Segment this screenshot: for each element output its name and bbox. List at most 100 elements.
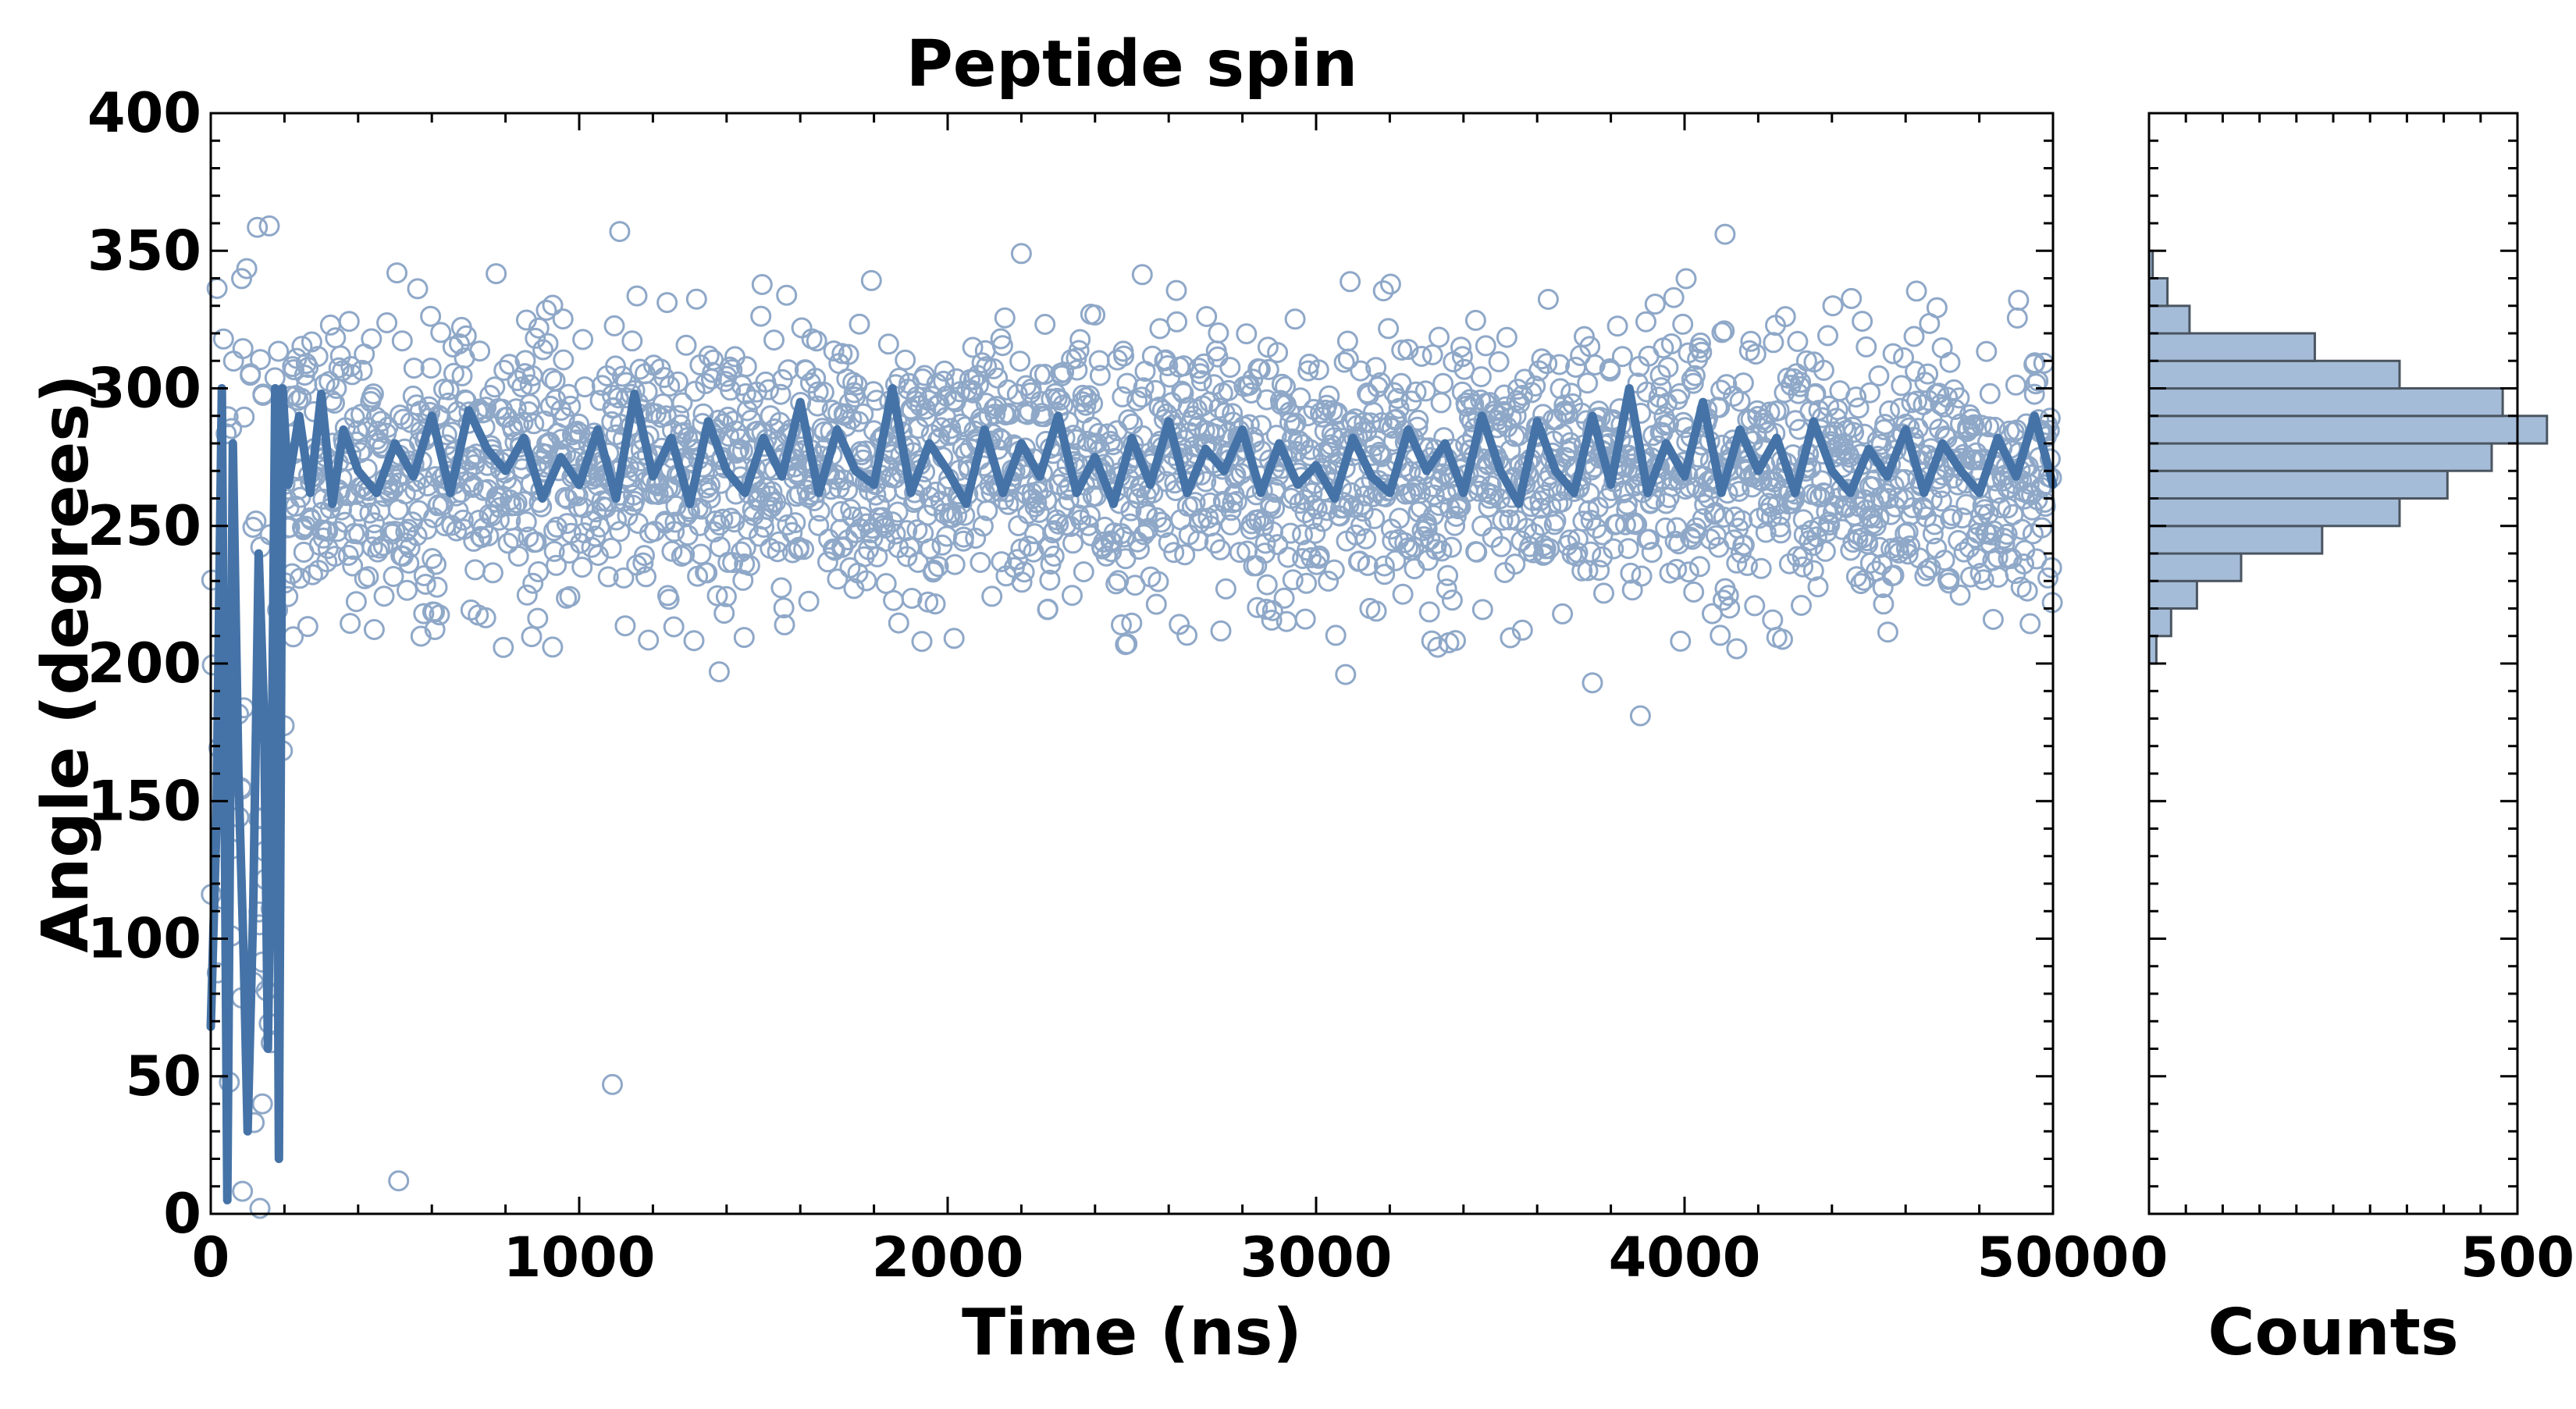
scatter-point	[1005, 490, 1026, 512]
scatter-point	[455, 325, 477, 347]
scatter-point	[1973, 499, 1995, 521]
scatter-point	[552, 308, 574, 330]
scatter-point	[574, 376, 596, 398]
scatter-point	[1728, 481, 1750, 502]
scatter-point	[715, 585, 737, 607]
scatter-point	[943, 628, 965, 649]
scatter-point	[2013, 553, 2034, 575]
scatter-point	[1133, 524, 1155, 546]
scatter-point	[695, 372, 717, 394]
scatter-point	[1034, 314, 1056, 335]
scatter-point	[774, 614, 795, 635]
scatter-point	[1678, 561, 1699, 583]
scatter-point	[361, 328, 382, 350]
scatter-point	[1466, 541, 1488, 563]
scatter-point	[1774, 306, 1796, 328]
scatter-point	[250, 349, 271, 371]
hist-x-tick-label: 0	[2130, 1226, 2169, 1290]
scatter-point	[317, 538, 339, 560]
scatter-point	[699, 475, 720, 496]
scatter-point	[1740, 330, 1762, 352]
scatter-point	[1763, 332, 1784, 354]
scatter-point	[1031, 403, 1053, 425]
scatter-point	[1658, 413, 1679, 435]
scatter-point	[1340, 271, 1361, 293]
scatter-point	[968, 374, 989, 396]
scatter-point	[1737, 554, 1758, 576]
scatter-point	[708, 661, 730, 683]
scatter-point	[407, 278, 429, 300]
scatter-point	[1976, 340, 1998, 362]
scatter-point	[1762, 609, 1784, 631]
scatter-point	[1895, 523, 1916, 545]
scatter-point	[1126, 390, 1148, 411]
scatter-point	[493, 636, 514, 658]
scatter-point	[677, 525, 699, 546]
scatter-point	[2008, 290, 2030, 311]
scatter-point	[874, 531, 896, 552]
scatter-point	[950, 413, 972, 435]
scatter-point	[614, 615, 636, 637]
scatter-point	[1076, 386, 1097, 408]
scatter-point	[1504, 553, 1526, 575]
scatter-point	[361, 536, 383, 558]
scatter-point	[368, 537, 390, 559]
scatter-point	[597, 566, 619, 588]
scatter-point	[1973, 569, 1994, 591]
scatter-point	[603, 315, 625, 336]
scatter-point	[2016, 580, 2038, 602]
scatter-point	[696, 562, 718, 584]
histogram-bar	[2147, 552, 2243, 582]
scatter-point	[1500, 627, 1521, 649]
scatter-point	[475, 397, 497, 418]
scatter-point	[430, 322, 452, 343]
scatter-point	[337, 544, 359, 566]
scatter-point	[290, 387, 312, 409]
scatter-point	[2031, 517, 2053, 539]
scatter-point	[1174, 544, 1196, 566]
scatter-point	[249, 1197, 271, 1219]
scatter-point	[1141, 345, 1163, 367]
scatter-point	[852, 403, 874, 425]
x-tick-label: 5000	[1977, 1226, 2129, 1290]
scatter-point	[1468, 480, 1489, 502]
histogram-bar	[2147, 579, 2198, 610]
scatter-point	[410, 625, 432, 647]
scatter-point	[831, 343, 853, 365]
scatter-point	[542, 294, 564, 316]
scatter-point	[1536, 353, 1558, 375]
scatter-point	[1903, 326, 1925, 347]
scatter-point	[1176, 624, 1198, 646]
scatter-point	[713, 413, 735, 435]
scatter-point	[1672, 313, 1694, 335]
scatter-point	[283, 359, 304, 381]
scatter-point	[1418, 601, 1440, 623]
scatter-point	[632, 552, 654, 574]
scatter-point	[1129, 539, 1150, 560]
scatter-point	[1713, 320, 1735, 342]
scatter-point	[1429, 326, 1450, 348]
scatter-point	[1103, 522, 1125, 544]
scatter-point	[724, 346, 745, 368]
scatter-point	[359, 502, 381, 524]
scatter-point	[2019, 613, 2041, 635]
scatter-point	[1335, 664, 1357, 685]
scatter-point	[924, 593, 946, 615]
scatter-point	[399, 537, 421, 559]
scatter-point	[567, 421, 589, 442]
x-tick-label: 1000	[503, 1226, 656, 1290]
scatter-point	[452, 509, 474, 531]
scatter-point	[1131, 264, 1153, 286]
scatter-point	[1169, 614, 1190, 635]
scatter-point	[1122, 413, 1144, 435]
scatter-point	[534, 410, 556, 432]
scatter-point	[1496, 326, 1517, 348]
scatter-point	[345, 591, 367, 613]
scatter-point	[222, 350, 244, 372]
scatter-point	[386, 262, 407, 284]
scatter-point	[1459, 389, 1481, 411]
histogram-frame	[2147, 112, 2519, 1215]
scatter-point	[1883, 475, 1905, 496]
scatter-point	[1922, 523, 1944, 545]
scatter-point	[1166, 311, 1188, 333]
